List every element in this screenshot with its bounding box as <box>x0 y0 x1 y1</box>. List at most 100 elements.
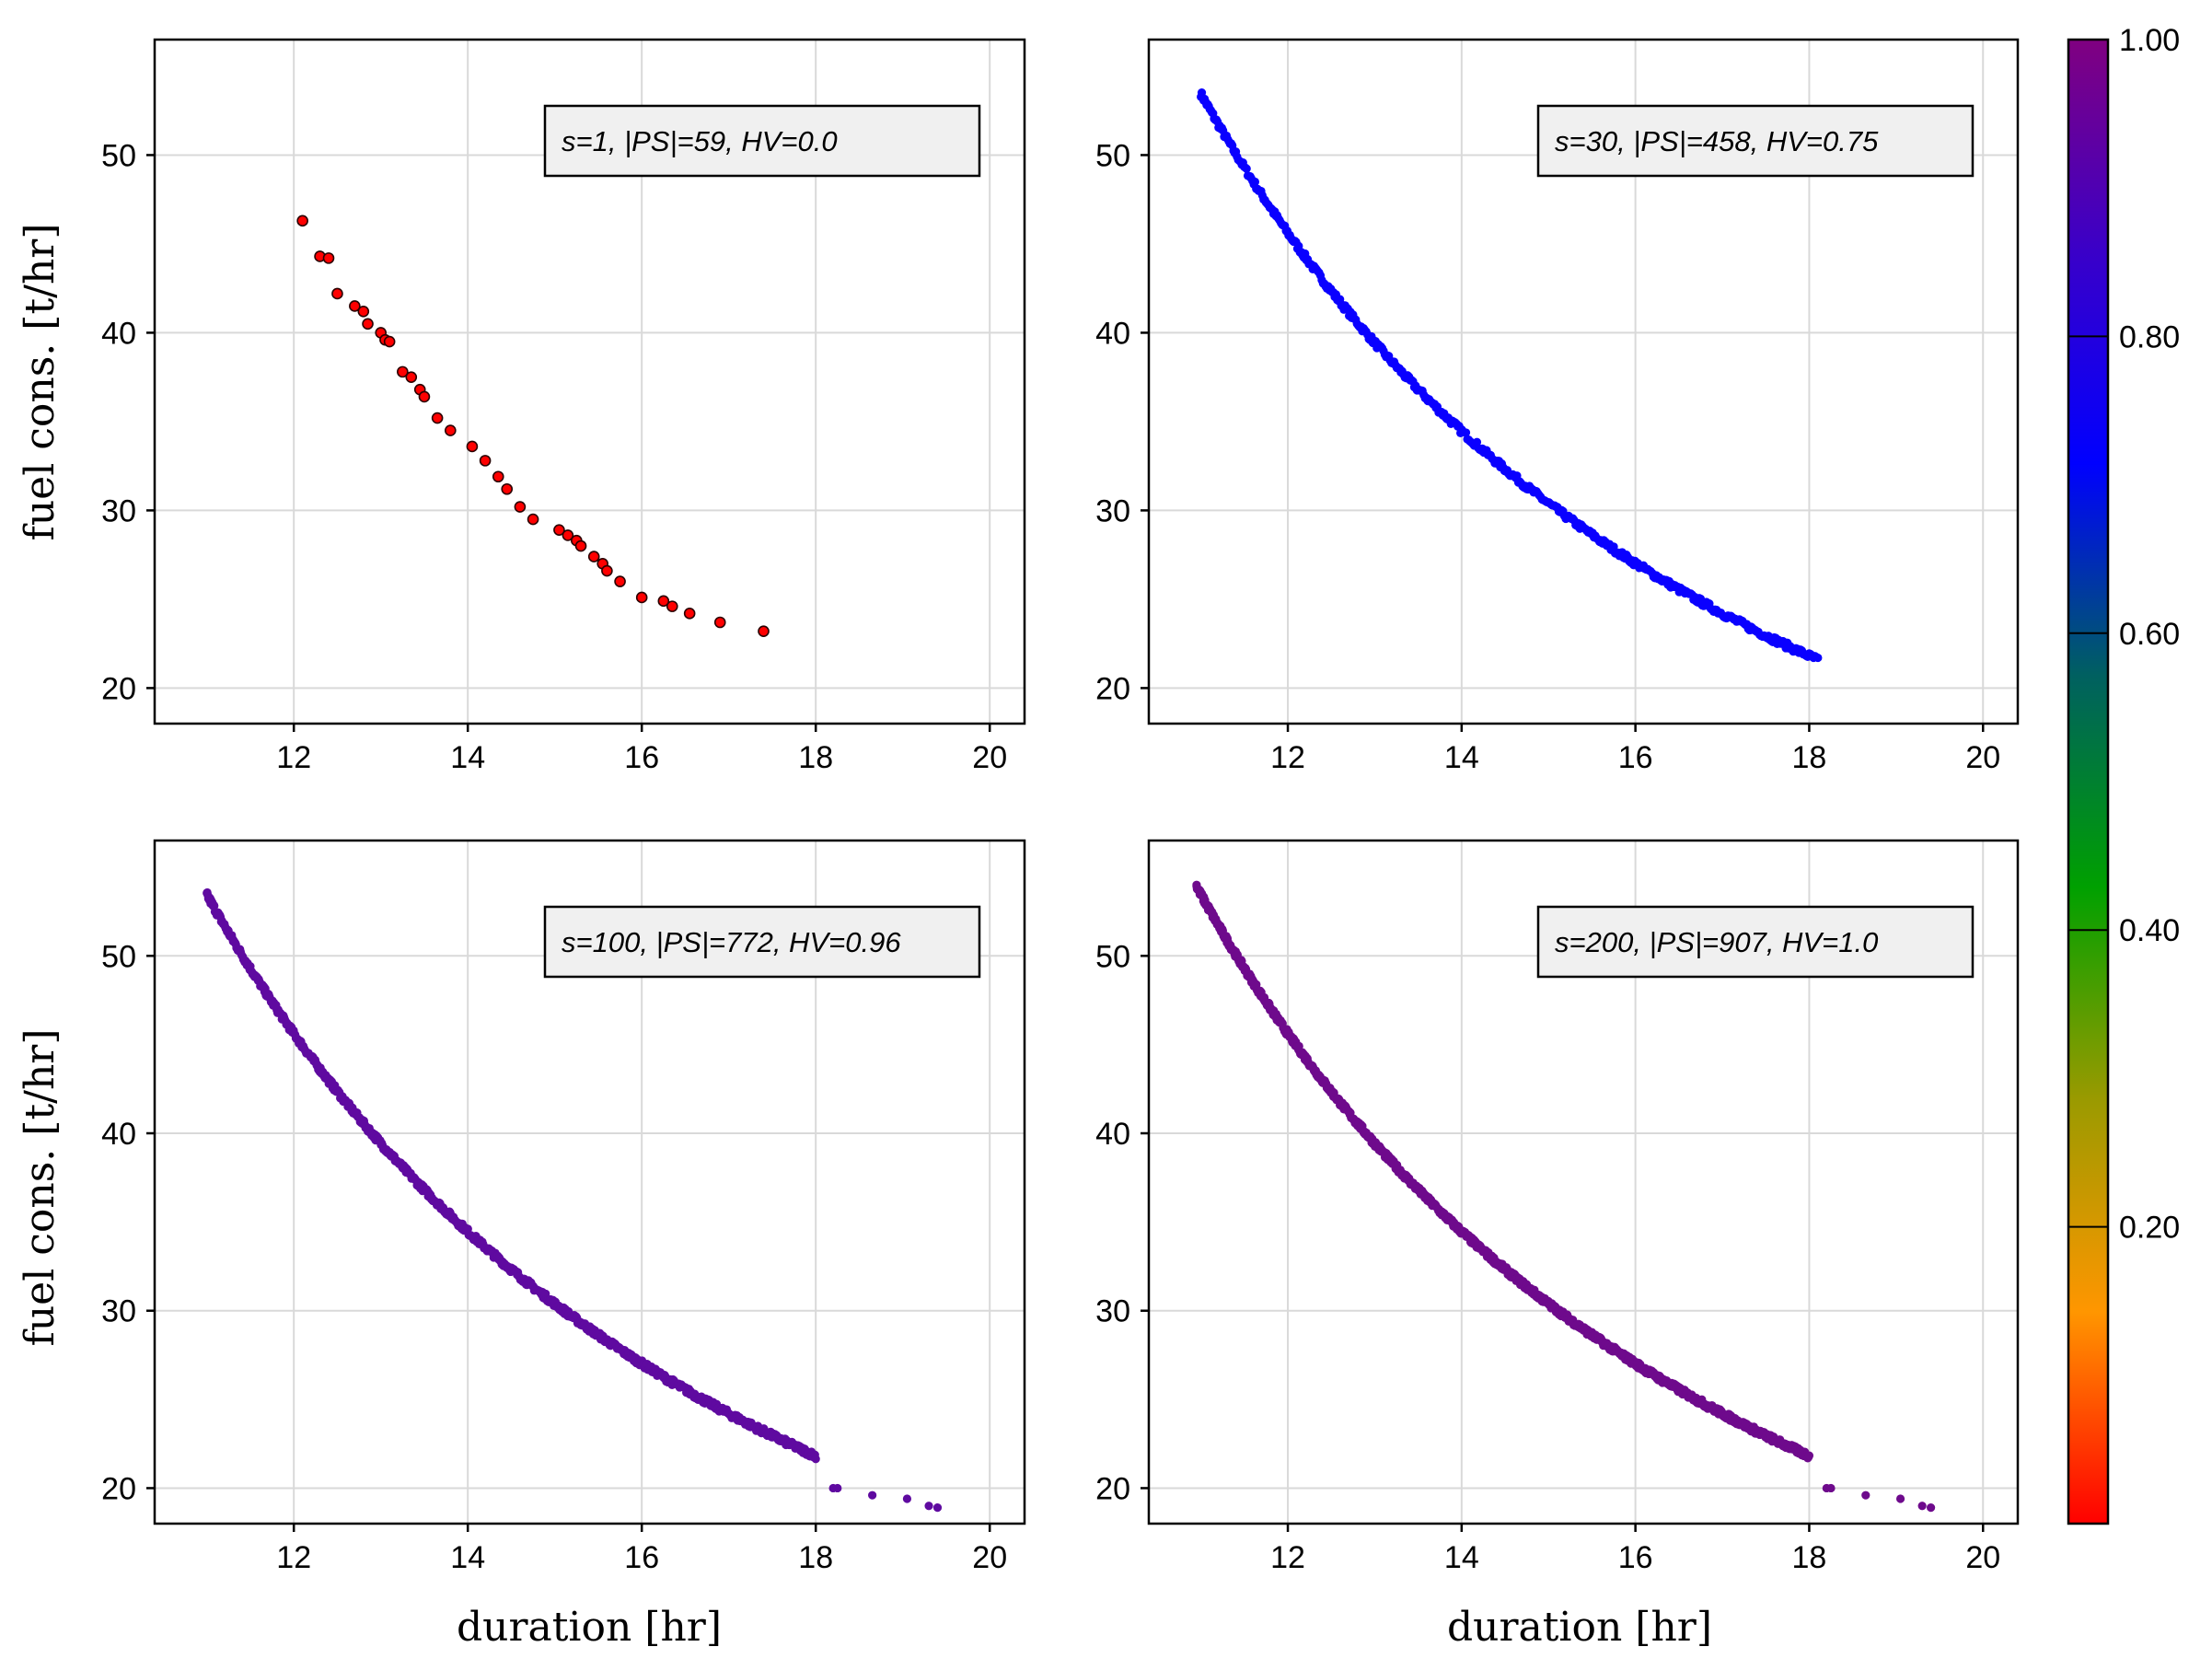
x-tick-label: 14 <box>1444 740 1479 775</box>
x-tick-label: 12 <box>1270 1540 1305 1575</box>
data-point <box>362 318 374 331</box>
y-tick-label: 30 <box>101 1294 136 1329</box>
data-point <box>713 616 726 629</box>
x-tick-label: 12 <box>276 740 311 775</box>
y-tick-label: 20 <box>1095 671 1130 706</box>
data-point <box>758 625 770 637</box>
legend: s=1, |PS|=59, HV=0.0 <box>543 104 981 178</box>
legend-label: s=200, |PS|=907, HV=1.0 <box>1555 926 1878 958</box>
x-tick-label: 14 <box>450 1540 485 1575</box>
colorbar-tick-label: 0.80 <box>2119 319 2180 354</box>
scatter-points <box>203 887 943 1513</box>
data-point <box>357 305 370 318</box>
data-point <box>601 564 613 577</box>
ylabel-top: fuel cons. [t/hr] <box>17 224 64 541</box>
xlabel-right: duration [hr] <box>1447 1604 1712 1651</box>
colorbar-tick-label: 0.60 <box>2119 617 2180 652</box>
axes-frame <box>1147 839 2020 1525</box>
legend: s=30, |PS|=458, HV=0.75 <box>1536 104 1975 178</box>
x-tick-label: 20 <box>972 1540 1007 1575</box>
scatter-points <box>296 215 770 637</box>
y-tick-label: 20 <box>101 1471 136 1506</box>
axes-frame <box>153 839 1026 1525</box>
x-tick-label: 20 <box>1965 1540 2000 1575</box>
y-tick-label: 20 <box>101 671 136 706</box>
panel-bottom-left: 12 14 16 18 20 20 30 40 50 s=100, |PS|=772, HV=0.… <box>101 839 1026 1575</box>
data-point <box>811 1455 820 1464</box>
data-point <box>614 575 626 587</box>
data-point <box>932 1503 943 1513</box>
x-tick-label: 16 <box>624 1540 659 1575</box>
data-point <box>1826 1483 1836 1493</box>
data-point <box>492 470 504 483</box>
data-point <box>1895 1494 1905 1503</box>
data-point <box>331 287 343 300</box>
y-tick-label: 50 <box>1095 939 1130 974</box>
legend-label: s=30, |PS|=458, HV=0.75 <box>1555 125 1879 157</box>
x-tick-label: 20 <box>972 740 1007 775</box>
data-point <box>1917 1502 1927 1511</box>
data-point <box>902 1494 912 1503</box>
axes-frame <box>153 38 1026 725</box>
legend-box <box>543 104 981 178</box>
data-point <box>1804 1451 1814 1460</box>
data-point <box>383 335 396 348</box>
data-point <box>1861 1490 1870 1500</box>
data-point <box>1242 164 1251 173</box>
y-tick-label: 50 <box>101 939 136 974</box>
data-point <box>514 501 527 513</box>
data-point <box>683 608 696 620</box>
legend-box <box>1536 905 1975 979</box>
x-tick-label: 16 <box>1618 1540 1653 1575</box>
y-tick-label: 40 <box>1095 316 1130 351</box>
data-point <box>587 551 600 562</box>
x-tick-label: 16 <box>1618 740 1653 775</box>
legend-box <box>1536 104 1975 178</box>
x-tick-label: 18 <box>798 740 833 775</box>
data-point <box>1813 653 1823 663</box>
x-tick-label: 16 <box>624 740 659 775</box>
colorbar: 0.20 0.40 0.60 0.80 1.00 <box>2067 23 2180 1525</box>
colorbar-tick-label: 0.20 <box>2119 1211 2180 1246</box>
y-tick-label: 50 <box>1095 138 1130 173</box>
data-point <box>405 371 418 383</box>
scatter-points <box>1192 880 1936 1513</box>
data-point <box>1927 1503 1936 1513</box>
data-point <box>1192 880 1201 889</box>
y-tick-label: 20 <box>1095 1471 1130 1506</box>
x-tick-label: 18 <box>798 1540 833 1575</box>
x-tick-label: 12 <box>1270 740 1305 775</box>
data-point <box>1461 428 1471 437</box>
scatter-points <box>1197 88 1823 663</box>
panel-top-left: 12 14 16 18 20 20 30 40 50 s=1, |PS|=59, HV=0.0 <box>101 38 1026 775</box>
y-tick-label: 30 <box>1095 493 1130 528</box>
legend-label: s=100, |PS|=772, HV=0.96 <box>562 926 901 958</box>
data-point <box>553 524 565 536</box>
data-point <box>296 215 308 227</box>
data-point <box>466 440 479 453</box>
panel-top-right: 12 14 16 18 20 20 30 40 50 s=30, |PS|=458, HV=0.7… <box>1095 38 2020 775</box>
data-point <box>562 529 574 541</box>
data-point <box>322 252 335 264</box>
legend: s=100, |PS|=772, HV=0.96 <box>543 905 981 979</box>
data-point <box>418 390 431 403</box>
data-point <box>397 365 409 378</box>
data-point <box>657 595 670 608</box>
data-point <box>1250 177 1260 187</box>
colorbar-tick-label: 1.00 <box>2119 23 2180 58</box>
data-point <box>349 300 361 312</box>
data-point <box>635 591 648 604</box>
y-tick-label: 40 <box>101 1117 136 1152</box>
ylabel-bottom: fuel cons. [t/hr] <box>17 1029 64 1347</box>
x-tick-label: 18 <box>1792 1540 1827 1575</box>
axes-frame <box>1147 38 2020 725</box>
data-point <box>527 513 539 526</box>
x-tick-label: 12 <box>276 1540 311 1575</box>
legend-box <box>543 905 981 979</box>
x-tick-label: 14 <box>1444 1540 1479 1575</box>
x-tick-label: 18 <box>1792 740 1827 775</box>
x-tick-label: 20 <box>1965 740 2000 775</box>
colorbar-gradient <box>2068 40 2108 1524</box>
data-point <box>1609 542 1618 551</box>
